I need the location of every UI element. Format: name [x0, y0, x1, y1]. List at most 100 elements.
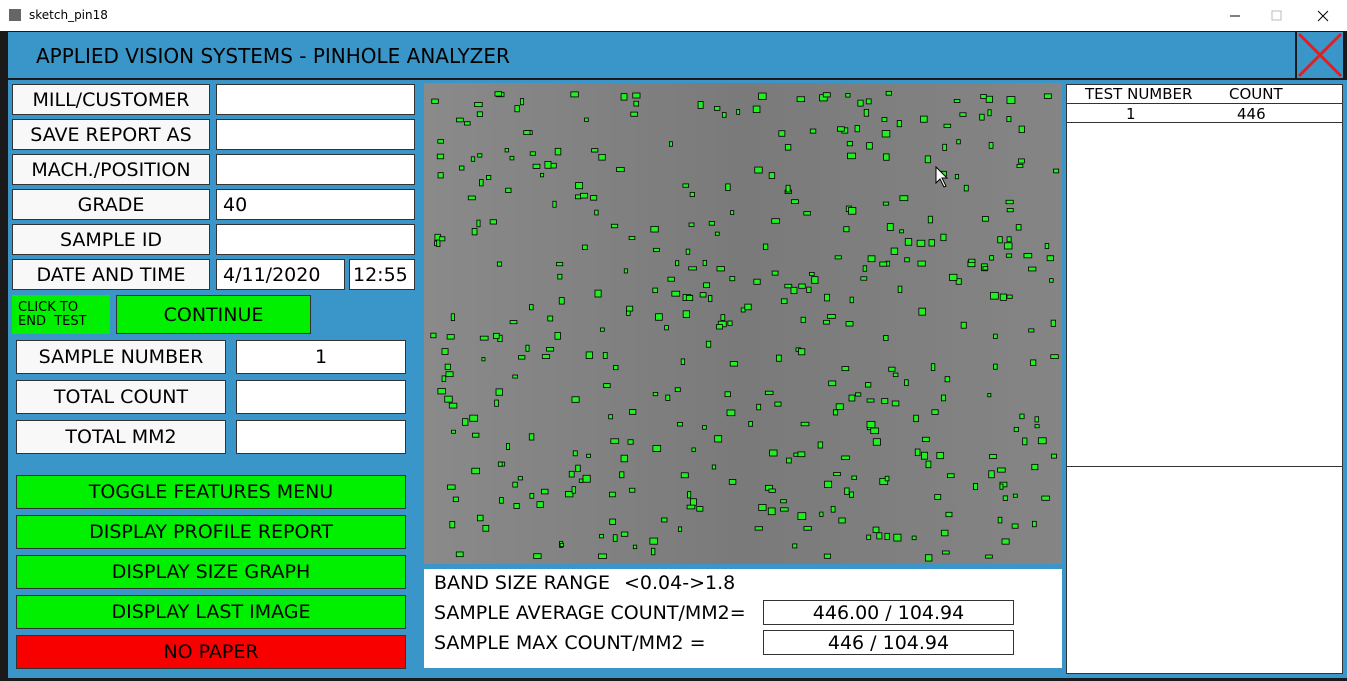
- pinhole-outline: [467, 195, 476, 201]
- pinhole-outline: [669, 141, 673, 147]
- pinhole-outline: [936, 451, 944, 460]
- pinhole-outline: [456, 117, 464, 123]
- close-icon[interactable]: [1317, 10, 1329, 22]
- pinhole-outline: [664, 325, 669, 331]
- text-input[interactable]: [216, 224, 415, 255]
- pinhole-outline: [726, 409, 736, 417]
- pinhole-outline: [934, 494, 942, 500]
- exit-button[interactable]: [1297, 32, 1343, 78]
- pinhole-outline: [857, 99, 864, 107]
- pinhole-outline: [1022, 437, 1028, 446]
- pinhole-outline: [866, 398, 875, 403]
- pinhole-outline: [628, 236, 636, 240]
- pinhole-outline: [786, 457, 792, 464]
- pinhole-outline: [833, 472, 841, 476]
- pinhole-outline: [1013, 426, 1019, 432]
- pinhole-outline: [899, 195, 909, 202]
- pinhole-outline: [525, 344, 530, 352]
- pinhole-outline: [1046, 255, 1054, 262]
- pinhole-outline: [753, 278, 761, 285]
- pinhole-outline: [847, 152, 856, 160]
- pinhole-outline: [921, 451, 928, 460]
- pinhole-outline: [806, 286, 812, 293]
- pinhole-outline: [981, 216, 989, 222]
- pinhole-outline: [608, 414, 613, 420]
- pinhole-outline: [784, 144, 792, 151]
- pinhole-outline: [518, 355, 526, 360]
- pinhole-outline: [785, 184, 791, 193]
- maximize-icon[interactable]: [1271, 10, 1282, 21]
- pinhole-outline: [725, 183, 731, 191]
- pinhole-outline: [758, 504, 767, 511]
- text-input[interactable]: 40: [216, 189, 415, 220]
- pinhole-outline: [590, 195, 598, 201]
- pinhole-outline: [652, 287, 658, 294]
- pinhole-outline: [609, 491, 616, 498]
- pinhole-outline: [495, 388, 503, 396]
- pinhole-outline: [774, 401, 782, 407]
- pinhole-outline: [890, 247, 899, 255]
- pinhole-outline: [955, 278, 962, 285]
- mouse-cursor: [935, 165, 949, 188]
- pinhole-outline: [870, 427, 879, 434]
- pinhole-outline: [565, 491, 574, 498]
- pinhole-outline: [584, 117, 589, 122]
- menu-button[interactable]: DISPLAY SIZE GRAPH: [16, 555, 406, 589]
- field-label: SAMPLE NUMBER: [16, 340, 226, 374]
- pinhole-outline: [678, 526, 683, 532]
- text-input[interactable]: [216, 84, 415, 115]
- stat-label: SAMPLE AVERAGE COUNT/MM2=: [434, 602, 746, 624]
- pinhole-outline: [904, 238, 913, 246]
- pinhole-outline: [953, 99, 961, 103]
- pinhole-outline: [582, 474, 591, 483]
- pinhole-outline: [916, 239, 926, 247]
- pinhole-outline: [822, 92, 831, 98]
- pinhole-outline: [780, 499, 787, 504]
- pinhole-outline: [629, 409, 637, 415]
- pinhole-outline: [575, 182, 584, 190]
- pinhole-outline: [557, 273, 563, 280]
- menu-button[interactable]: TOGGLE FEATURES MENU: [16, 475, 406, 509]
- continue-button[interactable]: CONTINUE: [116, 295, 311, 334]
- pinhole-outline: [512, 374, 518, 379]
- pinhole-outline: [471, 467, 480, 475]
- pinhole-outline: [514, 105, 520, 113]
- exit-icon: [1297, 32, 1343, 78]
- pinhole-outline: [848, 394, 856, 402]
- pinhole-outline: [973, 483, 979, 491]
- field-label: SAVE REPORT AS: [12, 119, 210, 150]
- pinhole-outline: [685, 295, 694, 301]
- text-input[interactable]: [216, 154, 415, 185]
- pinhole-outline: [612, 534, 618, 542]
- pinhole-outline: [716, 324, 723, 330]
- pinhole-outline: [879, 261, 888, 267]
- pinhole-outline: [1030, 359, 1037, 366]
- pinhole-outline: [1032, 520, 1037, 528]
- pinhole-outline: [1037, 437, 1047, 445]
- pinhole-outline: [517, 476, 523, 481]
- pinhole-outline: [688, 222, 695, 227]
- text-input[interactable]: [216, 119, 415, 150]
- pinhole-outline: [920, 115, 928, 123]
- menu-button[interactable]: DISPLAY LAST IMAGE: [16, 595, 406, 629]
- pinhole-outline: [945, 511, 953, 518]
- menu-button[interactable]: DISPLAY PROFILE REPORT: [16, 515, 406, 549]
- pinhole-outline: [619, 471, 625, 479]
- pinhole-outline: [796, 96, 805, 103]
- pinhole-outline: [860, 276, 868, 281]
- pinhole-outline: [990, 291, 999, 300]
- pinhole-outline: [999, 293, 1007, 301]
- pinhole-outline: [689, 191, 695, 197]
- title-bar-icons: [9, 9, 1329, 22]
- date-input[interactable]: 4/11/2020: [216, 259, 345, 290]
- end-test-button[interactable]: CLICK TO END TEST: [12, 295, 110, 334]
- pinhole-outline: [570, 91, 579, 98]
- pinhole-outline: [513, 503, 520, 509]
- pinhole-outline: [988, 142, 994, 149]
- time-input[interactable]: 12:55: [349, 259, 415, 290]
- pinhole-outline: [470, 156, 476, 162]
- pinhole-outline: [554, 147, 562, 156]
- pinhole-outline: [682, 183, 690, 188]
- pinhole-outline: [497, 461, 503, 467]
- no-paper-button[interactable]: NO PAPER: [16, 635, 406, 669]
